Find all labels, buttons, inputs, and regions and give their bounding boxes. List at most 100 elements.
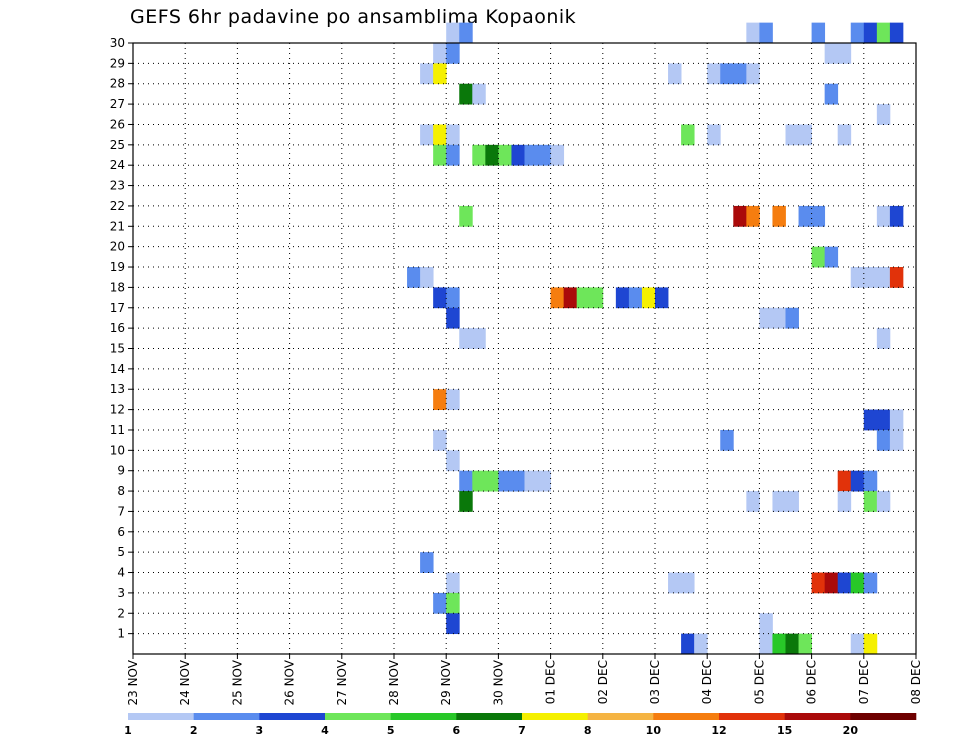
heatmap-cell <box>433 429 447 451</box>
legend-swatch <box>784 713 851 720</box>
heatmap-cell <box>433 592 447 614</box>
y-tick-label: 24 <box>110 158 125 172</box>
x-tick-label: 08 DEC <box>909 660 923 704</box>
heatmap-cell <box>472 83 486 105</box>
heatmap-cell <box>485 470 499 492</box>
heatmap-cell <box>811 572 826 594</box>
heatmap-cell <box>876 104 891 125</box>
legend-label: 15 <box>777 724 792 737</box>
heatmap-cell <box>668 63 682 85</box>
heatmap-cell <box>746 63 760 85</box>
heatmap-cell <box>889 205 904 227</box>
heatmap-cell <box>876 491 891 512</box>
legend-label: 5 <box>387 724 395 737</box>
heatmap-cell <box>876 267 891 288</box>
heatmap-cell <box>511 144 525 166</box>
heatmap-cell <box>420 124 434 146</box>
legend-swatch <box>719 713 785 720</box>
heatmap-cell <box>446 613 460 635</box>
heatmap-cell <box>837 572 852 594</box>
heatmap-cell <box>446 22 460 44</box>
heatmap-cell <box>485 144 499 166</box>
heatmap-cell <box>876 205 891 227</box>
heatmap-cell <box>498 470 512 492</box>
heatmap-cell <box>433 43 447 64</box>
heatmap-cell <box>681 124 695 146</box>
x-tick-label: 05 DEC <box>752 660 766 704</box>
y-tick-label: 16 <box>110 321 125 335</box>
chart-title: GEFS 6hr padavine po ansamblima Kopaonik <box>130 6 577 28</box>
x-tick-label: 23 NOV <box>126 659 140 705</box>
legend-label: 1 <box>124 724 132 737</box>
heatmap-cell <box>824 83 839 105</box>
heatmap-cell <box>433 124 447 146</box>
legend-label: 7 <box>518 724 526 737</box>
heatmap-cell <box>746 205 760 227</box>
y-tick-label: 20 <box>110 240 125 254</box>
heatmap-cell <box>785 633 799 655</box>
heatmap-cell <box>459 83 473 105</box>
y-tick-label: 19 <box>110 260 125 274</box>
heatmap-cell <box>707 124 721 146</box>
heatmap-cell <box>798 205 812 227</box>
heatmap-cell <box>889 409 904 431</box>
x-tick-label: 06 DEC <box>805 660 819 704</box>
legend-swatch <box>325 713 391 720</box>
heatmap-cell <box>863 633 878 655</box>
heatmap-cell <box>668 572 682 594</box>
y-tick-label: 2 <box>117 606 125 620</box>
legend-swatch <box>456 713 523 720</box>
heatmap-cell <box>524 144 538 166</box>
heatmap-cell <box>733 63 747 85</box>
heatmap-cell <box>420 552 434 573</box>
heatmap-cell <box>850 267 865 288</box>
legend-swatch <box>128 713 194 720</box>
legend-swatch <box>587 713 654 720</box>
heatmap-cell <box>641 287 656 309</box>
heatmap-cell <box>863 22 878 44</box>
heatmap-cell <box>759 613 773 635</box>
heatmap-cell <box>681 572 695 594</box>
heatmap-cell <box>746 491 760 512</box>
heatmap-cell <box>537 470 551 492</box>
heatmap-cell <box>837 491 852 512</box>
heatmap-cell <box>746 22 760 44</box>
heatmap-cell <box>537 144 551 166</box>
heatmap-cell <box>576 287 591 309</box>
heatmap-cell <box>863 409 878 431</box>
y-tick-label: 28 <box>110 77 125 91</box>
heatmap-cell <box>824 246 839 268</box>
y-tick-label: 26 <box>110 117 125 131</box>
heatmap-cell <box>837 43 852 64</box>
heatmap-cell <box>446 144 460 166</box>
heatmap-cell <box>720 63 734 85</box>
legend-label: 6 <box>453 724 461 737</box>
legend-swatch <box>390 713 457 720</box>
heatmap-cell <box>876 409 891 431</box>
heatmap-cell <box>824 572 839 594</box>
heatmap-cell <box>850 572 865 594</box>
heatmap-cell <box>759 307 773 329</box>
heatmap-cell <box>811 22 826 44</box>
heatmap-cell <box>889 429 904 451</box>
legend-label: 8 <box>584 724 592 737</box>
x-tick-label: 01 DEC <box>544 660 558 704</box>
heatmap-cell <box>759 22 773 44</box>
legend-swatch <box>259 713 326 720</box>
y-tick-label: 15 <box>110 342 125 356</box>
heatmap-cell <box>446 43 460 64</box>
heatmap-cell <box>863 267 878 288</box>
heatmap-cell <box>433 63 447 85</box>
x-tick-label: 07 DEC <box>857 660 871 704</box>
y-tick-label: 29 <box>110 56 125 70</box>
heatmap-cell <box>563 287 578 309</box>
heatmap-cell <box>772 307 786 329</box>
x-tick-label: 24 NOV <box>178 659 192 705</box>
heatmap-cell <box>655 287 669 309</box>
y-tick-label: 21 <box>110 219 125 233</box>
heatmap-cell <box>459 22 473 44</box>
y-tick-label: 23 <box>110 179 125 193</box>
heatmap-cell <box>459 491 473 512</box>
legend-label: 4 <box>321 724 329 737</box>
heatmap-cell <box>889 22 904 44</box>
